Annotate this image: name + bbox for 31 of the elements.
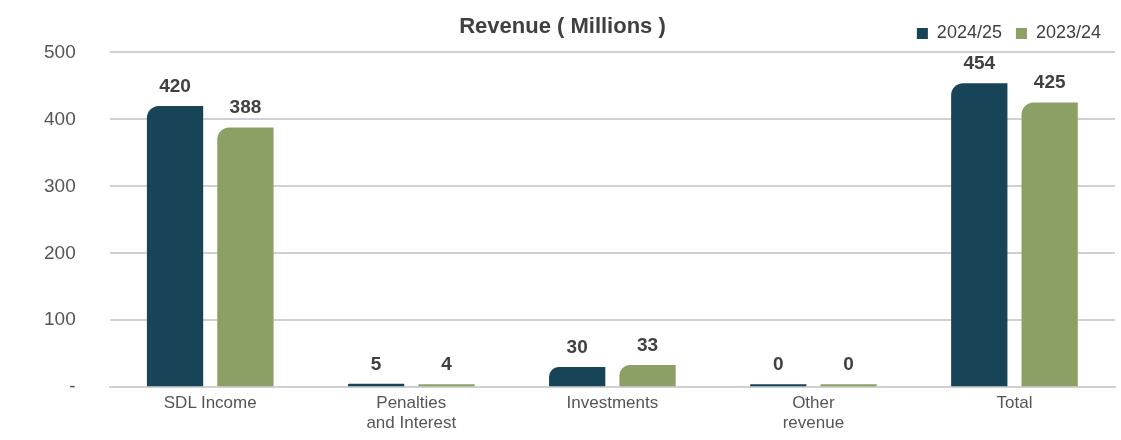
chart-title: Revenue ( Millions ) xyxy=(459,13,666,39)
y-tick-label: 500 xyxy=(44,40,76,62)
x-tick-label: Investments xyxy=(566,393,659,413)
y-tick-label: 400 xyxy=(44,107,76,129)
bar xyxy=(549,367,606,387)
data-label: 33 xyxy=(636,333,659,355)
bar xyxy=(418,384,475,387)
data-label: 5 xyxy=(370,352,382,374)
bar xyxy=(217,127,274,387)
bar xyxy=(1021,102,1078,387)
data-label: 4 xyxy=(441,352,453,374)
y-tick-label: 300 xyxy=(44,174,76,196)
x-tick-label: Other revenue xyxy=(782,393,845,433)
data-label: 30 xyxy=(566,335,588,357)
y-tick-label: - xyxy=(69,375,76,397)
data-label: 0 xyxy=(843,352,854,374)
bar xyxy=(619,365,676,387)
x-tick-label: SDL Income xyxy=(163,393,257,413)
data-label: 420 xyxy=(159,74,191,96)
x-tick-label: Total xyxy=(996,393,1033,413)
legend-label: 2024/25 xyxy=(936,22,1002,43)
bar xyxy=(146,105,204,387)
y-tick-label: 200 xyxy=(44,241,76,263)
data-label: 454 xyxy=(963,51,996,73)
x-tick-label: Penalties and Interest xyxy=(366,393,457,433)
y-tick-label: 100 xyxy=(44,308,76,330)
bar xyxy=(951,83,1008,387)
data-label: 0 xyxy=(772,352,784,374)
legend-label: 2023/24 xyxy=(1035,22,1102,43)
data-label: 425 xyxy=(1033,71,1066,93)
data-label: 388 xyxy=(229,96,262,118)
